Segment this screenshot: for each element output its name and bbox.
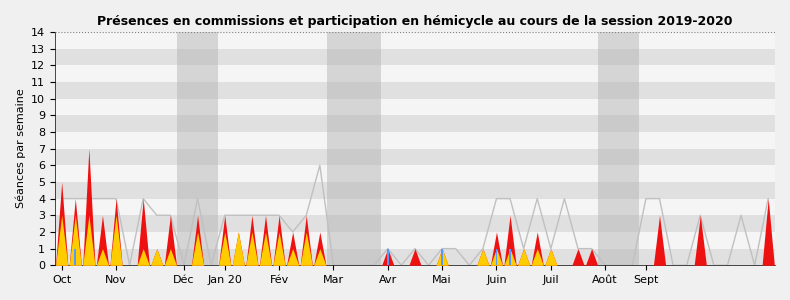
Bar <box>442 249 443 265</box>
Bar <box>177 32 218 265</box>
Bar <box>55 115 775 132</box>
Title: Présences en commissions et participation en hémicycle au cours de la session 20: Présences en commissions et participatio… <box>97 15 732 28</box>
Bar <box>55 215 775 232</box>
Bar <box>55 182 775 199</box>
Y-axis label: Séances par semaine: Séances par semaine <box>15 89 25 208</box>
Bar <box>495 249 497 265</box>
Bar <box>55 65 775 82</box>
Bar <box>74 249 76 265</box>
Bar <box>55 165 775 182</box>
Bar <box>55 148 775 165</box>
Bar <box>387 249 389 265</box>
Bar <box>326 32 381 265</box>
Bar <box>55 49 775 65</box>
Bar <box>55 249 775 265</box>
Bar <box>55 99 775 115</box>
Bar <box>55 82 775 99</box>
Bar <box>55 232 775 249</box>
Bar <box>55 32 775 49</box>
Bar <box>510 249 511 265</box>
Bar <box>598 32 639 265</box>
Bar <box>55 132 775 148</box>
Bar <box>55 199 775 215</box>
